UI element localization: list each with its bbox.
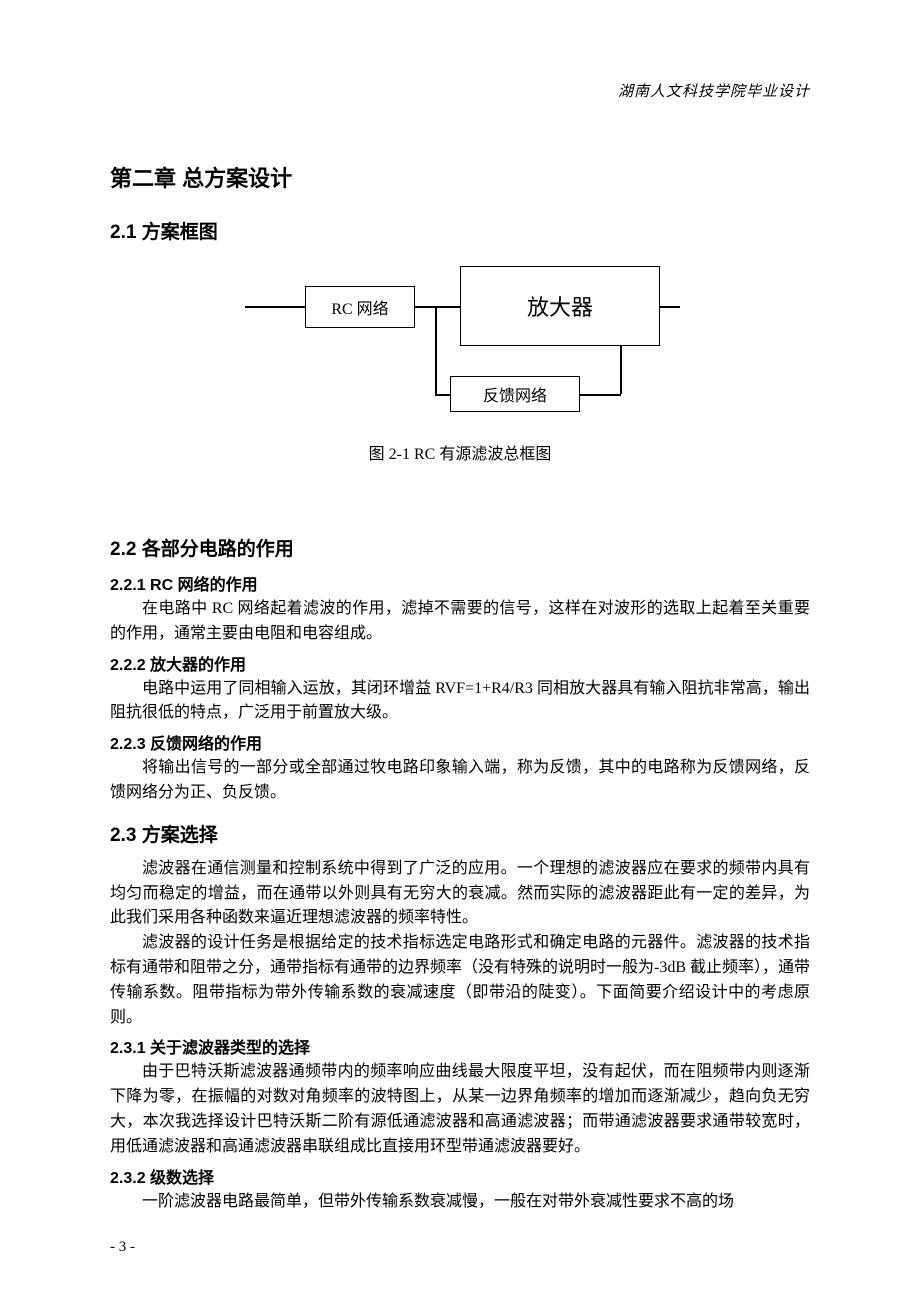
section-2-3-para2: 滤波器的设计任务是根据给定的技术指标选定电路形式和确定电路的元器件。滤波器的技术… [110, 931, 810, 1030]
section-2-2-2-para: 电路中运用了同相输入运放，其闭环增益 RVF=1+R4/R3 同相放大器具有输入… [110, 677, 810, 727]
edge-amp-output [660, 306, 680, 308]
node-amp: 放大器 [460, 266, 660, 346]
chapter-title: 第二章 总方案设计 [110, 161, 810, 193]
section-2-2-1-title: 2.2.1 RC 网络的作用 [110, 571, 810, 595]
edge-amp-down [620, 346, 622, 394]
section-2-2-3-para: 将输出信号的一部分或全部通过牧电路印象输入端，称为反馈，其中的电路称为反馈网络，… [110, 756, 810, 806]
edge-input-rc [245, 306, 305, 308]
node-rc: RC 网络 [305, 286, 415, 328]
node-feedback: 反馈网络 [450, 376, 580, 412]
section-2-2-2-title: 2.2.2 放大器的作用 [110, 651, 810, 675]
section-2-3-para1: 滤波器在通信测量和控制系统中得到了广泛的应用。一个理想的滤波器应在要求的频带内具… [110, 857, 810, 931]
section-2-2-title: 2.2 各部分电路的作用 [110, 534, 810, 561]
edge-fb-up [435, 306, 437, 395]
institution-text: 湖南人文科技学院毕业设计 [618, 84, 810, 100]
section-2-3-1-para: 由于巴特沃斯滤波器通频带内的频率响应曲线最大限度平坦，没有起伏，而在阻频带内则逐… [110, 1060, 810, 1159]
node-amp-label: 放大器 [527, 290, 593, 322]
section-2-3-title: 2.3 方案选择 [110, 820, 810, 847]
figure-2-1-caption: 图 2-1 RC 有源滤波总框图 [369, 440, 552, 464]
edge-rc-amp [415, 306, 460, 308]
node-rc-label: RC 网络 [331, 295, 388, 319]
section-2-2-1-para: 在电路中 RC 网络起着滤波的作用，滤掉不需要的信号，这样在对波形的选取上起着至… [110, 597, 810, 647]
section-2-3-1-title: 2.3.1 关于滤波器类型的选择 [110, 1034, 810, 1058]
section-2-2-3-title: 2.2.3 反馈网络的作用 [110, 730, 810, 754]
spacer [110, 474, 810, 518]
section-2-3-2-title: 2.3.2 级数选择 [110, 1164, 810, 1188]
rc-filter-block-diagram: RC 网络 放大器 反馈网络 [240, 256, 680, 426]
page: 湖南人文科技学院毕业设计 第二章 总方案设计 2.1 方案框图 RC 网络 放大… [0, 0, 920, 1302]
page-number: - 3 - [110, 1239, 135, 1256]
edge-amp-fb [580, 394, 621, 396]
figure-2-1: RC 网络 放大器 反馈网络 图 2-1 RC 有源滤波总框图 [110, 256, 810, 464]
page-header: 湖南人文科技学院毕业设计 [110, 80, 810, 101]
edge-fb-left [435, 394, 450, 396]
node-feedback-label: 反馈网络 [483, 382, 547, 406]
section-2-3-2-para: 一阶滤波器电路最简单，但带外传输系数衰减慢，一般在对带外衰减性要求不高的场 [110, 1190, 810, 1215]
section-2-1-title: 2.1 方案框图 [110, 217, 810, 244]
